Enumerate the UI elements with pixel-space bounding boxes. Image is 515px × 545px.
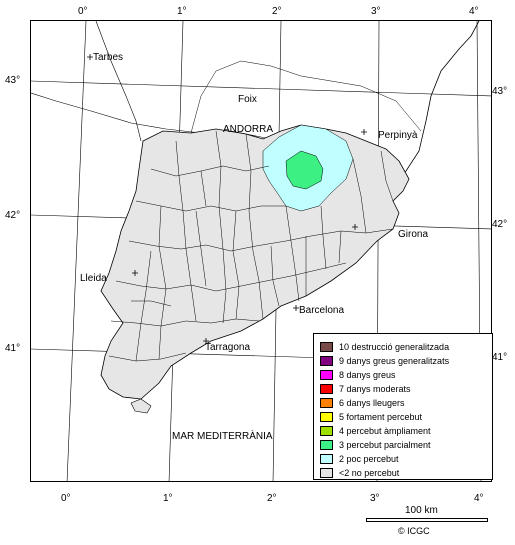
place-girona: Girona [398, 229, 429, 240]
top-lon-label-1: 1° [177, 6, 187, 17]
legend-label-9: 9 danys greus generalitzats [339, 356, 450, 366]
legend-label-5: 5 fortament percebut [339, 412, 423, 422]
left-lat-label-41: 41° [5, 343, 21, 354]
legend-label-3: 3 percebut parcialment [339, 440, 431, 450]
place-barcelona: Barcelona [299, 305, 345, 316]
legend-swatch-7 [320, 384, 333, 394]
spain-border-west [95, 21, 142, 142]
legend-swatch-3 [320, 440, 333, 450]
graticule [31, 21, 491, 481]
legend-swatch-4 [320, 426, 333, 436]
scale-bar [366, 518, 488, 522]
tarragona-marker [203, 338, 209, 344]
city-markers [87, 54, 367, 344]
lleida-marker [132, 270, 138, 276]
top-lon-label-4: 4° [469, 6, 479, 17]
intensity-3-zone [285, 150, 324, 190]
map-frame[interactable] [30, 20, 492, 482]
place-andorra: ANDORRA [223, 124, 274, 135]
top-lon-label-3: 3° [371, 6, 381, 17]
left-lat-label-43: 43° [5, 75, 21, 86]
girona-marker [352, 224, 358, 230]
bottom-lon-label-3: 3° [370, 493, 380, 504]
parallel-43 [31, 80, 491, 97]
place-lleida: Lleida [80, 273, 107, 284]
right-lat-label-43: 43° [492, 86, 508, 97]
place-perpinya: Perpinyà [378, 130, 418, 141]
comarca-boundaries [108, 130, 394, 362]
legend-label-10: 10 destrucció generalitzada [339, 342, 450, 352]
copyright-credit: © ICGC [398, 526, 430, 536]
barcelona-marker [293, 305, 299, 311]
legend-label-2: 2 poc percebut [339, 454, 399, 464]
legend-label-1: <2 no percebut [339, 468, 400, 478]
legend-label-4: 4 percebut àmpliament [339, 426, 431, 436]
place-foix: Foix [238, 94, 257, 105]
dept-border [190, 60, 422, 134]
ebro-delta [130, 398, 152, 414]
bottom-lon-label-2: 2° [267, 493, 277, 504]
legend-label-8: 8 danys greus [339, 370, 396, 380]
right-lat-label-42: 42° [492, 219, 508, 230]
right-lat-label-41: 41° [492, 352, 508, 363]
outside-coastline [395, 21, 480, 182]
bottom-lon-label-0: 0° [61, 493, 71, 504]
legend-swatch-2 [320, 454, 333, 464]
top-lon-label-0: 0° [78, 6, 88, 17]
top-lon-label-2: 2° [272, 6, 282, 17]
legend-swatch-10 [320, 342, 333, 352]
legend-swatch-8 [320, 370, 333, 380]
scale-label: 100 km [405, 505, 438, 516]
place-sea: MAR MEDITERRÀNIA [172, 431, 273, 442]
meridian-0 [66, 21, 87, 481]
tarbes-marker [87, 54, 93, 60]
legend-swatch-1 [320, 468, 333, 478]
intensity-legend: 10 destrucció generalitzada 9 danys greu… [313, 333, 493, 480]
place-tarbes: Tarbes [93, 52, 124, 63]
legend-label-6: 6 danys lleugers [339, 398, 405, 408]
legend-label-7: 7 danys moderats [339, 384, 411, 394]
map-canvas[interactable] [31, 21, 492, 482]
place-tarragona: Tarragona [205, 342, 251, 353]
legend-swatch-5 [320, 412, 333, 422]
bottom-lon-label-4: 4° [474, 493, 484, 504]
legend-swatch-6 [320, 398, 333, 408]
perpinya-marker [361, 129, 367, 135]
bottom-lon-label-1: 1° [163, 493, 173, 504]
left-lat-label-42: 42° [5, 210, 21, 221]
legend-swatch-9 [320, 356, 333, 366]
